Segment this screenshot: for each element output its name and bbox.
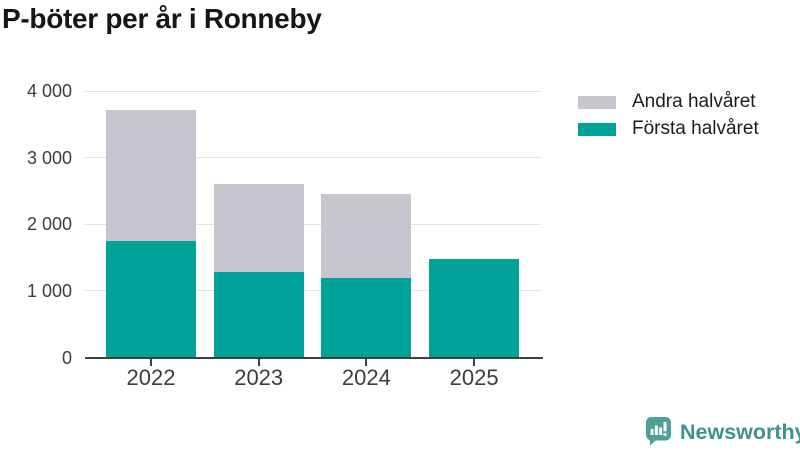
x-axis-label-2025: 2025 [449, 365, 499, 390]
bar-2024-andra-halvaret [321, 194, 412, 279]
x-axis-line [84, 356, 543, 359]
y-axis-label-4000: 4 000 [26, 81, 72, 101]
x-axis-tick-2022 [150, 359, 152, 366]
y-axis-label-2000: 2 000 [26, 214, 72, 235]
bar-2022-forsta-halvaret [106, 240, 196, 358]
x-axis-tick-2023 [257, 359, 260, 366]
newsworthy-logo[interactable]: Newsworthy [646, 417, 800, 446]
x-axis-label-2022: 2022 [126, 365, 176, 390]
legend-item-forsta-halvaret: Första halvåret [578, 118, 759, 139]
legend-label-forsta-halvaret: Första halvåret [632, 118, 759, 139]
legend-label-andra-halvaret: Andra halvåret [632, 91, 756, 112]
bar-2022-andra-halvaret [106, 110, 196, 241]
gridline-1000 [84, 290, 541, 292]
gridline-3000 [84, 157, 541, 159]
x-axis-tick-2024 [365, 359, 368, 366]
bar-2024-forsta-halvaret [321, 278, 412, 358]
x-axis-tick-2025 [473, 359, 476, 366]
newsworthy-wordmark: Newsworthy [680, 420, 800, 444]
newsworthy-logo-icon [646, 417, 671, 446]
chart-title: P-böter per år i Ronneby [2, 3, 322, 34]
x-axis-label-2024: 2024 [341, 365, 391, 390]
bar-2023-forsta-halvaret [213, 272, 304, 358]
legend-item-andra-halvaret: Andra halvåret [578, 91, 759, 112]
y-axis-label-1000: 1 000 [26, 280, 72, 301]
gridline-4000 [84, 90, 541, 92]
bar-2023-andra-halvaret [213, 184, 304, 273]
bar-2025-forsta-halvaret [429, 258, 520, 358]
y-axis-label-3000: 3 000 [26, 147, 72, 168]
legend: Andra halvåret Första halvåret [578, 91, 759, 149]
gridline-2000 [84, 223, 541, 225]
y-axis-label-0: 0 [61, 347, 72, 368]
legend-swatch-forsta-halvaret [578, 122, 616, 136]
x-axis-label-2023: 2023 [234, 365, 284, 390]
legend-swatch-andra-halvaret [578, 95, 616, 109]
